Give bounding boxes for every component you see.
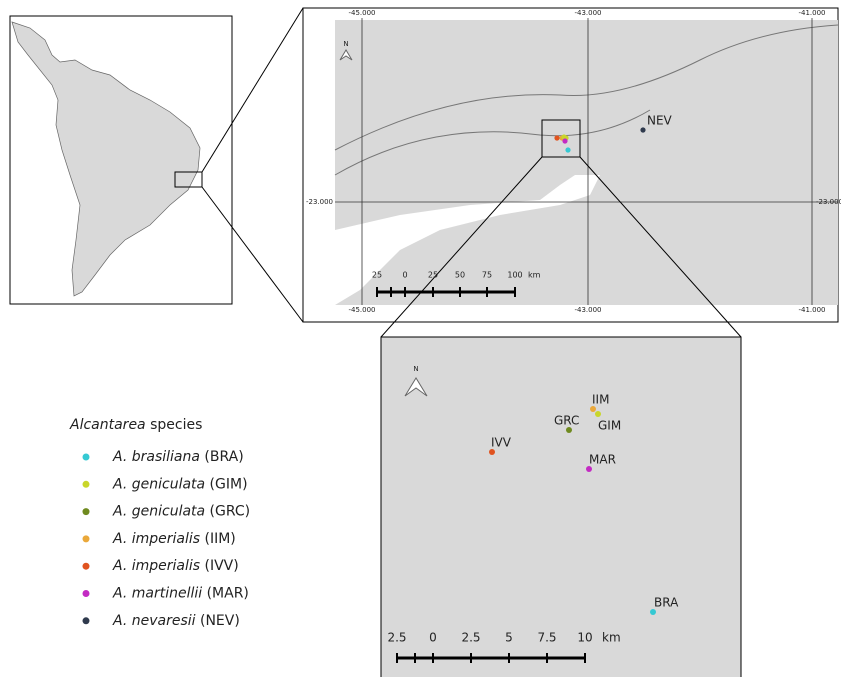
legend-dot (82, 617, 90, 625)
legend-title: Alcantarea species (69, 417, 202, 433)
north-arrow (404, 377, 428, 397)
code: (GRC) (205, 504, 250, 520)
code: (MAR) (202, 586, 249, 602)
site-dot (554, 135, 560, 141)
legend-entry: A. geniculata (GIM) (112, 476, 248, 492)
site-dot (586, 466, 592, 472)
species: A. martinellii (112, 586, 202, 602)
north-label: N (343, 40, 348, 48)
species: A. brasiliana (112, 449, 200, 465)
code: (NEV) (196, 613, 240, 629)
land (335, 20, 838, 305)
site-label: GRC (554, 414, 579, 428)
scale-label: 100 (507, 271, 522, 280)
zoom-frame (380, 336, 742, 677)
grid-label: -41.000 (798, 9, 825, 17)
legend-entry: A. brasiliana (BRA) (112, 449, 244, 465)
sea (335, 175, 600, 305)
site-dot (595, 411, 601, 417)
grid-label: -45.000 (348, 9, 375, 17)
boundary (334, 109, 651, 176)
connector (579, 156, 742, 338)
legend-dot (82, 508, 90, 516)
scale-label: 50 (455, 271, 465, 280)
scale-label: 25 (428, 271, 438, 280)
site-label: MAR (589, 453, 616, 467)
scale-label: 0 (429, 631, 437, 645)
scale-label: 5 (505, 631, 513, 645)
site-dot (640, 127, 646, 133)
site-dot (590, 406, 596, 412)
north-arrow (339, 49, 353, 61)
species: A. geniculata (112, 476, 205, 492)
connector (201, 7, 304, 173)
scale-label: 7.5 (537, 631, 556, 645)
legend-dot (82, 480, 90, 488)
scale-unit: km (602, 631, 621, 645)
site-label: NEV (647, 114, 673, 128)
scale-unit: km (528, 271, 541, 280)
code: (GIM) (205, 476, 247, 492)
legend-genus: Alcantarea (69, 417, 146, 433)
extent-box (541, 119, 581, 158)
south-america (11, 21, 201, 297)
boundary (334, 24, 839, 151)
grid-label: -43.000 (574, 9, 601, 17)
site-label: BRA (654, 596, 679, 610)
grid-label: -23.000 (306, 198, 333, 206)
species: A. geniculata (112, 504, 205, 520)
site-dot (650, 609, 656, 615)
grid-label: -45.000 (348, 306, 375, 314)
scale-label: 2.5 (461, 631, 480, 645)
site-label: GIM (598, 419, 621, 433)
code: (IIM) (200, 531, 236, 547)
legend-entry: A. imperialis (IIM) (112, 531, 236, 547)
legend-entry: A. martinellii (MAR) (112, 586, 249, 602)
grid-label: -23.000 (816, 198, 841, 206)
scale-label: 0 (402, 271, 407, 280)
connector (380, 156, 543, 338)
code: (IVV) (200, 558, 239, 574)
species: A. nevaresii (112, 613, 196, 629)
species: A. imperialis (112, 531, 200, 547)
legend-entry: A. geniculata (GRC) (112, 504, 250, 520)
species: A. imperialis (112, 558, 200, 574)
code: (BRA) (200, 449, 244, 465)
site-label: IIM (592, 393, 609, 407)
legend-title-rest: species (146, 417, 203, 433)
north-label: N (413, 365, 418, 373)
legend-dot (82, 562, 90, 570)
scale-label: 75 (482, 271, 492, 280)
connector (201, 186, 304, 323)
legend-dot (82, 590, 90, 597)
site-dot (489, 449, 495, 455)
site-dot (562, 138, 568, 144)
site-label: IVV (491, 436, 512, 450)
legend-entry: A. nevaresii (NEV) (112, 613, 240, 629)
grid-label: -43.000 (574, 306, 601, 314)
grid-label: -41.000 (798, 306, 825, 314)
site-dot (565, 147, 571, 153)
legend-entry: A. imperialis (IVV) (112, 558, 239, 574)
legend-dot (82, 453, 90, 461)
scale-label: 2.5 (387, 631, 406, 645)
site-dot (566, 427, 572, 433)
legend-dot (82, 535, 90, 543)
scale-label: 10 (577, 631, 592, 645)
extent-box (174, 171, 203, 188)
scale-label: 25 (372, 271, 382, 280)
